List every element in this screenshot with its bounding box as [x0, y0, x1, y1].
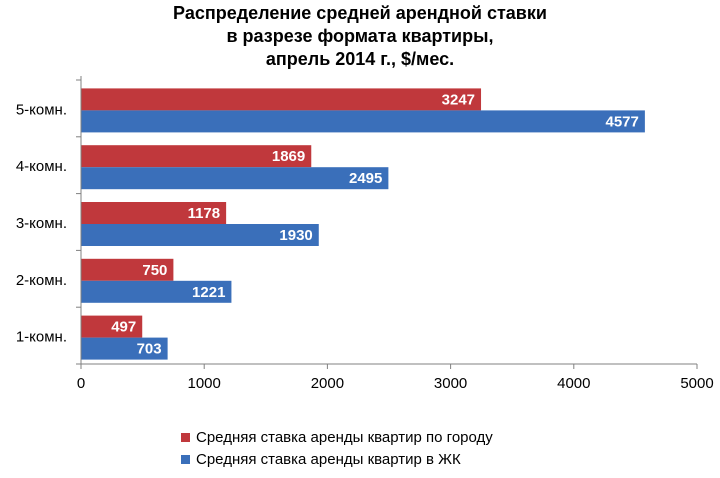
data-label-city-2: 1869: [272, 148, 305, 165]
bar-complex-2: [81, 167, 389, 190]
x-tick-label-1: 1000: [188, 375, 221, 392]
data-label-city-3: 1178: [188, 205, 221, 222]
bar-city-2: [81, 145, 312, 168]
data-label-complex-5: 703: [137, 341, 162, 358]
bar-city-5: [81, 315, 143, 338]
category-label-4: 2-комн.: [16, 272, 67, 289]
chart-title: Распределение средней арендной ставки в …: [0, 2, 720, 71]
bar-city-1: [81, 88, 482, 111]
bar-complex-3: [81, 224, 319, 246]
legend-swatch-complex: [181, 454, 190, 464]
data-label-complex-3: 1930: [279, 227, 312, 244]
data-label-city-5: 497: [111, 319, 136, 336]
x-tick-label-3: 3000: [434, 375, 467, 392]
x-tick-label-0: 0: [77, 375, 85, 392]
x-tick-label-4: 4000: [557, 375, 590, 392]
chart-title-line-1: Распределение средней арендной ставки: [173, 3, 547, 23]
legend: Средняя ставка аренды квартир по городу …: [181, 426, 493, 470]
data-label-complex-1: 4577: [606, 113, 639, 130]
legend-label-complex: Средняя ставка аренды квартир в ЖК: [196, 450, 461, 468]
data-label-city-4: 750: [142, 262, 167, 279]
x-tick-label-5: 5000: [680, 375, 713, 392]
legend-item-complex: Средняя ставка аренды квартир в ЖК: [181, 448, 493, 470]
data-label-complex-2: 2495: [349, 170, 382, 187]
legend-swatch-city: [181, 432, 190, 442]
data-label-complex-4: 1221: [192, 284, 225, 301]
category-label-1: 5-комн.: [16, 101, 67, 118]
x-tick-label-2: 2000: [311, 375, 344, 392]
category-label-2: 4-комн.: [16, 158, 67, 175]
category-label-5: 1-комн.: [16, 329, 67, 346]
data-label-city-1: 3247: [442, 91, 475, 108]
chart-title-line-3: апрель 2014 г., $/мес.: [265, 49, 455, 69]
chart-title-line-2: в разрезе формата квартиры,: [226, 26, 494, 46]
category-label-3: 3-комн.: [16, 215, 67, 232]
bar-complex-4: [81, 280, 232, 303]
bar-city-4: [81, 258, 174, 281]
bar-city-3: [81, 202, 227, 224]
legend-item-city: Средняя ставка аренды квартир по городу: [181, 426, 493, 448]
legend-label-city: Средняя ставка аренды квартир по городу: [196, 428, 493, 446]
bar-complex-1: [81, 110, 645, 133]
bar-complex-5: [81, 337, 168, 360]
